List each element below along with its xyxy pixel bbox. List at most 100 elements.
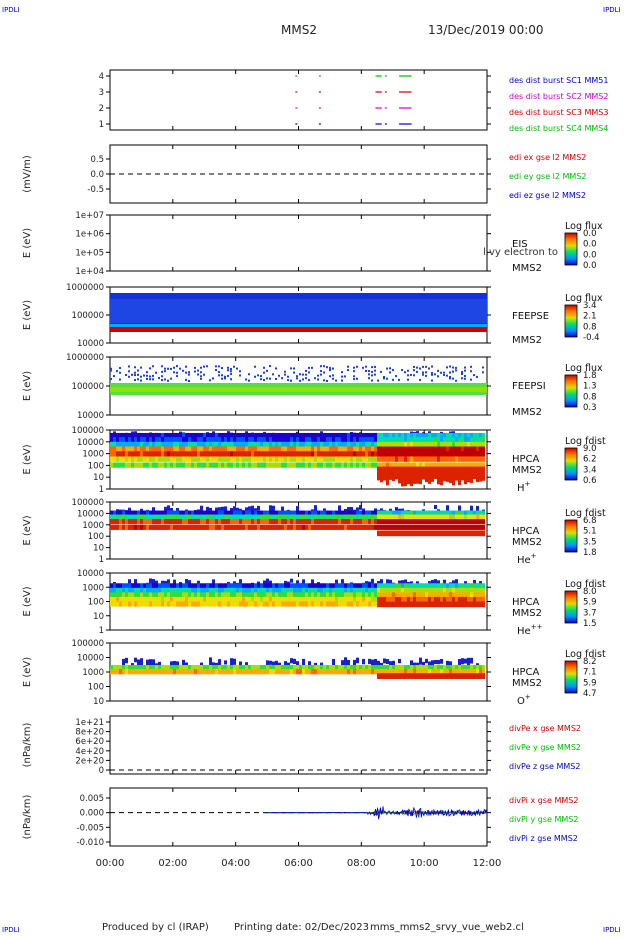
- heatmap-cell: [275, 441, 278, 448]
- heatmap-cell: [254, 456, 257, 462]
- heatmap-cell: [320, 601, 323, 607]
- heatmap-cell: [119, 437, 122, 443]
- heatmap-cell: [386, 510, 389, 516]
- heatmap-cell: [230, 587, 233, 593]
- heatmap-cell: [380, 437, 383, 443]
- heatmap-cell: [278, 587, 281, 593]
- heatmap-cell: [413, 601, 416, 608]
- heatmap-cell: [434, 505, 437, 510]
- heatmap-cell: [449, 510, 452, 516]
- heatmap-cell: [446, 437, 449, 443]
- heatmap-cell: [389, 367, 391, 370]
- heatmap-cell: [122, 446, 125, 452]
- heatmap-cell: [392, 660, 395, 670]
- heatmap-cell: [338, 451, 341, 457]
- heatmap-cell: [362, 583, 365, 589]
- heatmap-cell: [134, 601, 137, 607]
- heatmap-cell: [200, 665, 203, 671]
- heatmap-cell: [413, 592, 416, 598]
- heatmap-cell: [152, 592, 155, 598]
- heatmap-cell: [419, 514, 422, 520]
- heatmap-cell: [230, 446, 233, 452]
- heatmap-cell: [395, 601, 398, 608]
- heatmap-cell: [248, 437, 251, 443]
- heatmap-cell: [218, 432, 221, 439]
- heatmap-cell: [128, 370, 130, 373]
- heatmap-cell: [404, 524, 407, 530]
- heatmap-cell: [461, 514, 464, 520]
- heatmap-cell: [215, 665, 218, 671]
- heatmap-cell: [395, 514, 398, 520]
- heatmap-cell: [347, 441, 350, 448]
- heatmap-cell: [404, 669, 407, 675]
- heatmap-cell: [254, 596, 257, 603]
- heatmap-cell: [191, 456, 194, 462]
- heatmap-cell: [380, 583, 383, 589]
- heatmap-cell: [173, 660, 176, 670]
- heatmap-cell: [158, 519, 161, 525]
- heatmap-cell: [137, 432, 140, 439]
- heatmap-cell: [221, 432, 224, 439]
- heatmap-cell: [227, 524, 230, 530]
- heatmap-cell: [299, 519, 302, 525]
- heatmap-cell: [362, 456, 365, 462]
- heatmap-cell: [161, 665, 164, 671]
- heatmap-cell: [332, 514, 335, 520]
- heatmap-cell: [470, 437, 473, 443]
- heatmap-cell: [470, 514, 473, 520]
- heatmap-cell: [428, 669, 431, 675]
- heatmap-cell: [188, 524, 191, 530]
- heatmap-cell: [479, 466, 482, 482]
- heatmap-cell: [110, 587, 113, 593]
- heatmap-cell: [383, 601, 386, 608]
- heatmap-cell: [218, 446, 221, 452]
- heatmap-cell: [299, 441, 302, 448]
- colorbar-title: Log fdist: [565, 579, 606, 590]
- heatmap-cell: [407, 514, 410, 520]
- heatmap-cell: [437, 432, 440, 439]
- heatmap-cell: [203, 446, 206, 452]
- heatmap-cell: [317, 378, 319, 381]
- heatmap-cell: [395, 441, 398, 448]
- heatmap-cell: [185, 441, 188, 448]
- heatmap-cell: [320, 596, 323, 603]
- heatmap-cell: [254, 365, 256, 368]
- heatmap-cell: [428, 510, 431, 516]
- heatmap-cell: [299, 446, 302, 452]
- heatmap-cell: [371, 370, 373, 373]
- heatmap-cell: [176, 371, 178, 374]
- heatmap-cell: [179, 514, 182, 520]
- heatmap-cell: [257, 510, 260, 516]
- heatmap-cell: [209, 583, 212, 589]
- heatmap-cell: [257, 456, 260, 462]
- heatmap-cell: [464, 587, 467, 593]
- heatmap-cell: [209, 524, 212, 530]
- heatmap-cell: [365, 519, 368, 525]
- heatmap-cell: [188, 371, 190, 374]
- heatmap-cell: [176, 519, 179, 525]
- heatmap-cell: [482, 371, 484, 374]
- panel-frame: [109, 214, 488, 272]
- heatmap-cell: [371, 524, 374, 530]
- heatmap-cell: [461, 524, 464, 530]
- heatmap-cell: [395, 446, 398, 452]
- heatmap-cell: [218, 587, 221, 593]
- heatmap-cell: [383, 466, 386, 481]
- heatmap-cell: [362, 524, 365, 530]
- heatmap-cell: [197, 432, 200, 439]
- heatmap-cell: [332, 446, 335, 452]
- heatmap-cell: [449, 592, 452, 598]
- heatmap-cell: [161, 370, 163, 373]
- heatmap-cell: [134, 456, 137, 462]
- heatmap-cell: [365, 446, 368, 452]
- heatmap-cell: [425, 519, 428, 525]
- spacecraft-label: MMS2: [512, 335, 542, 346]
- heatmap-cell: [275, 462, 278, 468]
- heatmap-cell: [305, 596, 308, 603]
- heatmap-cell: [353, 665, 356, 671]
- heatmap-cell: [431, 660, 434, 666]
- heatmap-cell: [146, 524, 149, 530]
- heatmap-cell: [233, 665, 236, 671]
- corner-mark-bottom-right: IPDLI: [603, 926, 621, 934]
- heatmap-cell: [308, 524, 311, 530]
